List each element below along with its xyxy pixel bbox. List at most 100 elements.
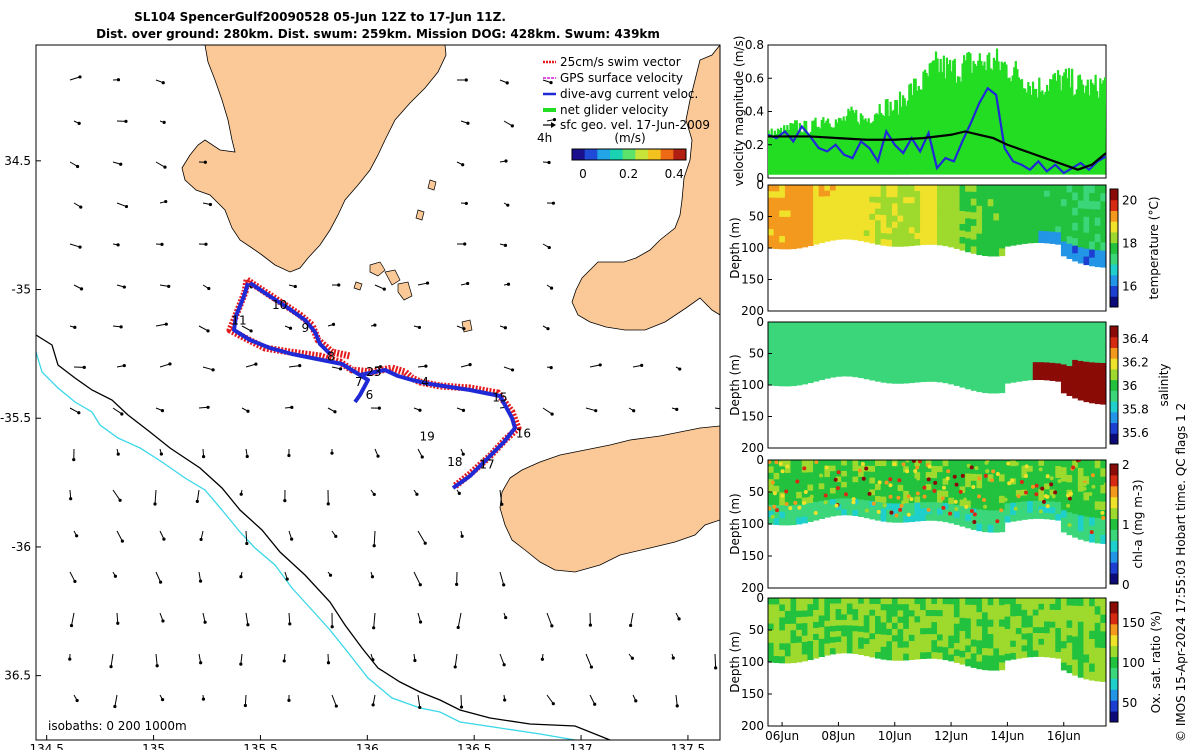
chla-sample-point [954,507,959,512]
geo-velocity-arrow [112,243,120,247]
chla-sample-point [971,484,976,489]
geo-velocity-arrow [542,79,553,85]
day-label: 7 [355,375,363,389]
geo-velocity-arrow [112,407,124,416]
map-legend: 25cm/s swim vector GPS surface velocity … [537,55,710,181]
geo-velocity-arrow [287,448,291,458]
colorbar-tick-label: 2 [1122,458,1130,472]
day-label: 8 [327,349,335,363]
velocity-y-tick: 0.6 [745,71,764,85]
geo-velocity-arrow [499,489,504,506]
geo-velocity-arrow [460,363,472,368]
chla-sample-point [963,497,968,502]
chla-sample-point [775,508,780,513]
chla-sample-point [954,482,959,487]
day-label: 6 [366,388,374,402]
depth-tick-label: 150 [741,273,764,287]
geo-velocity-arrow [714,407,720,410]
depth-y-ticks-3: 0 50 100 150 200 [741,453,772,595]
chla-sample-point [802,500,807,505]
chla-sample-point [1100,510,1105,515]
chla-sample-point [905,469,910,474]
colorbar-tick-label: 16 [1122,280,1137,294]
geo-velocity-arrow [546,612,554,628]
chla-sample-point [867,491,872,496]
salinity-colorbar-label: salinity [1157,363,1171,406]
oxygen-y-label: Depth (m) [728,631,742,692]
glider-track [226,277,522,490]
colorbar-4: 150 100 50 [1109,601,1145,723]
velocity-y-tick: 0.4 [745,105,764,119]
depth-tick-label: 150 [741,687,764,701]
chla-sample-point [876,509,881,514]
time-axis-label: 16Jun [1047,729,1081,743]
chla-sample-point [966,463,971,468]
geo-velocity-arrow [109,653,114,669]
geo-velocity-arrow [116,119,128,123]
geo-velocity-arrow [499,79,509,85]
geo-velocity-arrow [202,284,211,291]
geo-velocity-arrow [68,653,72,661]
geo-velocity-arrow [503,694,507,702]
geo-velocity-arrow [112,161,123,166]
geo-velocity-arrow [330,448,334,455]
time-axis-label: 06Jun [765,729,799,743]
legend-entry-gps: GPS surface velocity [543,71,683,85]
geo-velocity-arrow [503,366,515,372]
chla-sample-point [824,465,829,470]
chla-sample-point [772,504,777,509]
figure-title-line1: SL104 SpencerGulf20090528 05-Jun 12Z to … [134,10,506,24]
geo-velocity-arrow [456,407,466,413]
colorbar-tick-label: 1 [1122,518,1130,532]
chla-sample-point [780,469,785,474]
geo-velocity-arrow [116,612,120,625]
geo-velocity-arrow [546,694,555,706]
legend-label-dive-avg: dive-avg current veloc. [560,87,698,101]
chla-sample-point [888,494,893,499]
colorbar-tick-label: 0 [1122,578,1130,592]
colorbar-tick-label: 150 [1122,616,1145,630]
chla-sample-point [1049,476,1054,481]
chla-panel: 0 50 100 150 200 Depth (m) 2 1 0 chl-a (mg m-3… [728,453,1145,595]
depth-tick-label: 0 [756,178,764,192]
geo-velocity-arrow [370,406,381,410]
geo-velocity-arrow [155,161,167,169]
geo-velocity-arrow [116,363,126,368]
geo-velocity-arrow [198,405,210,409]
geo-velocity-arrow [628,407,636,413]
geo-velocity-arrow [589,363,602,368]
geo-velocity-arrow [675,366,682,371]
geo-velocity-arrow [372,530,376,548]
geo-velocity-arrow [542,160,551,165]
chla-sample-point [922,494,927,499]
chla-sample-point [969,465,974,470]
geo-velocity-arrow [159,612,165,623]
chla-sample-point [803,490,808,495]
chla-sample-point [905,460,910,463]
geo-velocity-arrow [284,405,294,409]
chla-sample-point [835,486,840,491]
geo-velocity-arrow [413,325,422,330]
chla-sample-point [953,499,958,504]
map-x-tick-label: 135.5 [243,742,277,750]
geo-velocity-arrow [499,243,508,248]
chla-sample-point [1068,491,1073,496]
geo-velocity-arrow [202,202,213,207]
isobath-200m [36,334,611,740]
chla-sample-point [977,476,982,481]
chla-sample-point [892,462,897,467]
chla-sample-point [843,492,848,497]
geo-velocity-arrow [326,653,331,665]
geo-velocity-arrow [155,407,165,413]
isobaths-label: isobaths: 0 200 1000m [48,719,187,733]
colorbar-2: 36.4 36.2 36 35.8 35.6 [1109,325,1149,445]
geo-velocity-arrow [72,448,76,462]
chla-sample-point [1053,490,1058,495]
chla-sample-point [999,508,1004,513]
chla-sample-point [1082,486,1087,491]
chla-sample-point [1038,467,1043,472]
chla-sample-point [851,497,856,502]
geo-velocity-arrow [69,243,82,249]
chla-sample-point [901,500,906,505]
geo-velocity-arrow [585,407,598,413]
